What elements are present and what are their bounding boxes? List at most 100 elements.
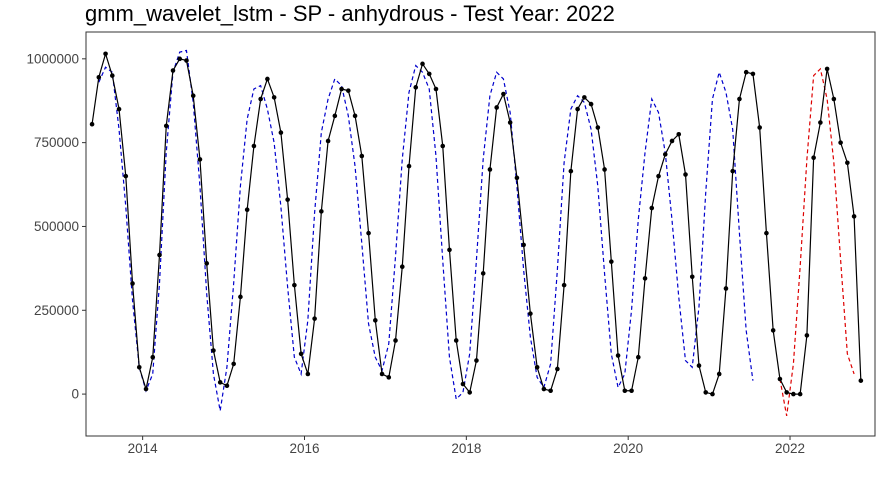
data-point	[824, 66, 830, 72]
data-point	[163, 123, 169, 129]
data-point	[426, 71, 432, 77]
data-point	[278, 130, 284, 135]
data-point	[582, 95, 587, 100]
data-point	[130, 281, 135, 286]
data-point	[480, 271, 486, 276]
data-point	[460, 381, 466, 387]
data-point	[784, 390, 789, 395]
data-point	[157, 252, 162, 258]
data-point	[791, 391, 796, 397]
data-point	[399, 264, 405, 269]
data-point	[534, 364, 540, 370]
y-tick-label: 500000	[34, 219, 79, 234]
data-point	[110, 73, 115, 78]
data-point	[757, 125, 762, 130]
data-point	[575, 106, 580, 112]
data-point	[386, 375, 392, 380]
data-point	[204, 261, 210, 266]
data-point	[669, 138, 675, 144]
data-point	[285, 197, 290, 202]
data-point	[541, 386, 547, 392]
data-point	[723, 286, 729, 291]
data-point	[777, 376, 783, 382]
data-point	[501, 91, 506, 97]
data-point	[177, 56, 183, 62]
data-point	[602, 167, 607, 172]
data-point	[710, 391, 715, 397]
data-point	[507, 120, 513, 125]
data-point	[440, 143, 446, 149]
x-tick-label: 2018	[451, 441, 481, 456]
x-tick-label: 2022	[775, 441, 805, 456]
data-point	[298, 351, 304, 357]
data-point	[271, 95, 277, 100]
x-axis: 2014 2016 2018 2020 2022	[128, 436, 805, 456]
data-point	[561, 282, 567, 288]
data-point	[150, 354, 156, 360]
series-line-forecast	[779, 67, 855, 416]
data-point	[89, 121, 95, 127]
data-point	[197, 157, 203, 162]
data-point	[373, 318, 378, 323]
data-point	[258, 96, 263, 102]
data-point	[615, 353, 621, 358]
y-tick-label: 250000	[34, 303, 79, 318]
data-point	[797, 391, 803, 397]
data-point	[136, 364, 142, 370]
data-point	[689, 274, 695, 280]
series-line-fitted	[98, 49, 754, 411]
y-tick-label: 1000000	[26, 51, 79, 66]
data-point	[96, 74, 102, 80]
data-point	[211, 348, 216, 353]
y-tick-label: 750000	[34, 135, 79, 150]
data-point	[366, 230, 371, 236]
data-point	[447, 247, 452, 253]
data-point	[190, 93, 196, 98]
data-point	[595, 125, 601, 130]
data-point	[305, 371, 311, 377]
data-point	[622, 388, 628, 394]
data-point	[696, 363, 702, 368]
data-point	[359, 153, 365, 159]
data-point	[238, 294, 243, 300]
data-point	[656, 173, 661, 179]
data-point	[332, 113, 338, 119]
data-point	[838, 140, 843, 145]
data-point	[393, 338, 398, 343]
data-point	[737, 96, 742, 102]
data-point	[346, 88, 351, 93]
data-point	[548, 388, 553, 394]
data-point	[312, 316, 317, 321]
series-layer	[89, 49, 864, 416]
x-tick-label: 2016	[289, 441, 319, 456]
data-point	[116, 106, 122, 112]
data-point	[292, 282, 297, 288]
data-point	[750, 71, 756, 77]
data-point	[265, 76, 270, 82]
data-point	[487, 167, 493, 172]
data-point	[433, 86, 439, 92]
data-point	[379, 371, 385, 377]
series-line-actual	[91, 51, 862, 395]
data-point	[629, 388, 634, 394]
data-point	[224, 383, 230, 389]
data-point	[858, 378, 864, 383]
data-point	[851, 214, 857, 219]
data-point	[703, 390, 709, 395]
data-point	[683, 172, 688, 177]
data-point	[339, 86, 344, 92]
data-point	[528, 311, 533, 316]
chart-title: gmm_wavelet_lstm - SP - anhydrous - Test…	[85, 1, 615, 26]
data-point	[184, 58, 189, 63]
data-point	[636, 354, 641, 360]
x-tick-label: 2014	[128, 441, 159, 456]
data-point	[231, 361, 236, 367]
data-point	[352, 113, 358, 119]
data-point	[521, 242, 526, 248]
data-point	[818, 120, 823, 125]
data-point	[123, 173, 129, 179]
data-point	[413, 85, 419, 90]
data-point	[811, 155, 816, 161]
